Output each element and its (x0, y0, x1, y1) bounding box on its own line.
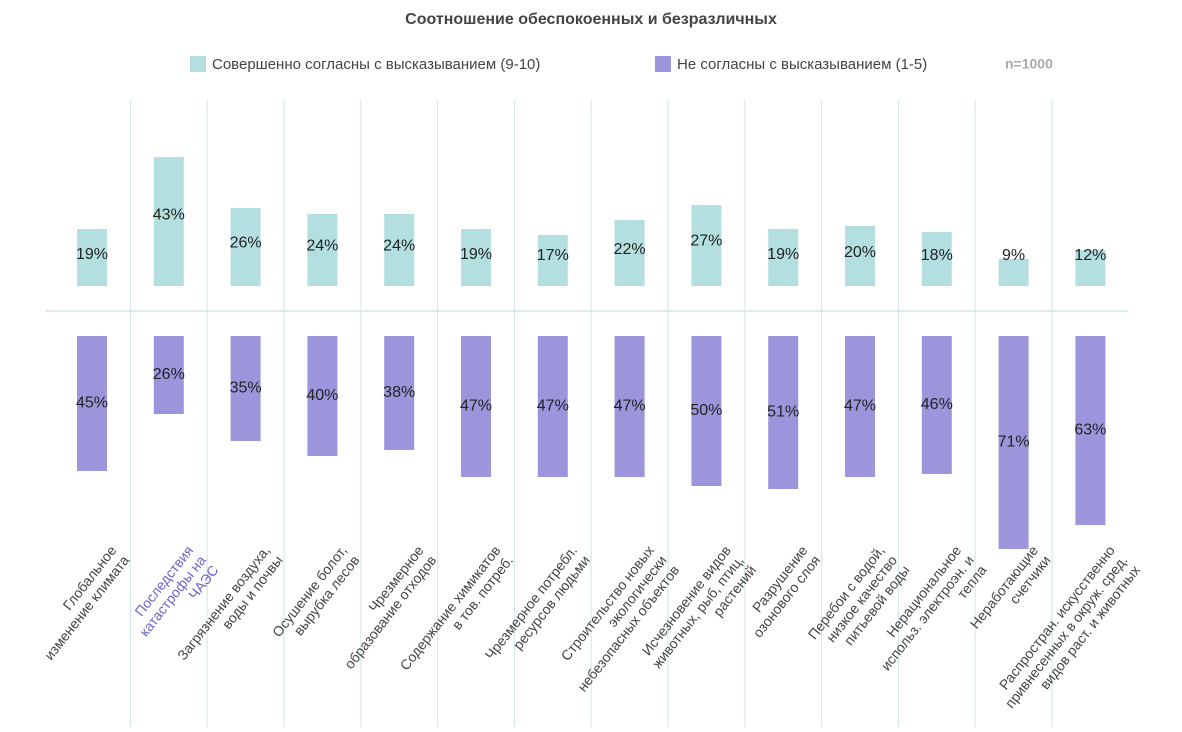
data-label: 40% (306, 387, 338, 404)
annotation: n=1000 (1005, 56, 1053, 72)
data-label: 26% (230, 234, 262, 251)
bar (230, 208, 261, 286)
bar (845, 336, 875, 477)
data-label: 22% (614, 241, 646, 258)
data-label: 27% (690, 233, 722, 250)
bar (921, 336, 952, 474)
data-label: 50% (690, 402, 722, 419)
data-label: 51% (767, 404, 799, 421)
x-tick-label: Осушение болот,вырубка лесов (269, 542, 363, 649)
bar (153, 157, 184, 286)
bar (77, 336, 107, 471)
data-label: 63% (1074, 422, 1106, 439)
bar (998, 259, 1029, 286)
bar (921, 232, 952, 286)
data-label: 47% (614, 398, 646, 415)
bar (845, 226, 875, 286)
bar (307, 336, 338, 456)
chart-title: Соотношение обеспокоенных и безразличных (405, 11, 777, 28)
bar (230, 336, 261, 441)
bar (691, 336, 722, 486)
data-label: 47% (460, 398, 492, 415)
legend-label: Не согласны с высказыванием (1-5) (677, 56, 927, 73)
x-tick-label: Глобальноеизменение климата (28, 542, 132, 663)
legend-swatch (190, 56, 206, 72)
data-label: 18% (921, 247, 953, 264)
data-label: 43% (153, 206, 185, 223)
bar (537, 235, 568, 286)
bar (461, 229, 491, 286)
data-label: 45% (76, 395, 108, 412)
data-label: 24% (383, 238, 415, 255)
data-label: 19% (460, 246, 492, 263)
bar (691, 205, 722, 286)
data-label: 20% (844, 244, 876, 261)
data-label: 19% (767, 246, 799, 263)
bar (998, 336, 1029, 549)
bar (153, 336, 184, 414)
data-label: 26% (153, 366, 185, 383)
bar (461, 336, 491, 477)
data-label: 35% (230, 380, 262, 397)
data-label: 24% (306, 238, 338, 255)
bar (614, 336, 645, 477)
data-label: 12% (1074, 247, 1106, 264)
bar (537, 336, 568, 477)
data-label: 47% (844, 398, 876, 415)
data-label: 38% (383, 384, 415, 401)
legend-label: Совершенно согласны с высказыванием (9-1… (212, 56, 540, 73)
bar (768, 336, 799, 489)
bar (384, 336, 415, 450)
legend-swatch (655, 56, 671, 72)
data-label: 71% (998, 434, 1030, 451)
data-label: 19% (76, 246, 108, 263)
data-label: 47% (537, 398, 569, 415)
bar (614, 220, 645, 286)
bar (1075, 336, 1106, 525)
bar (307, 214, 338, 286)
x-tick-label: Перебои с водой,низкое качествопитьевой … (804, 542, 912, 662)
bar (768, 229, 799, 286)
bar (384, 214, 415, 286)
data-label: 46% (921, 396, 953, 413)
bar (1075, 250, 1106, 286)
data-label: 9% (1002, 247, 1025, 264)
data-label: 17% (537, 247, 569, 264)
bar (77, 229, 107, 286)
